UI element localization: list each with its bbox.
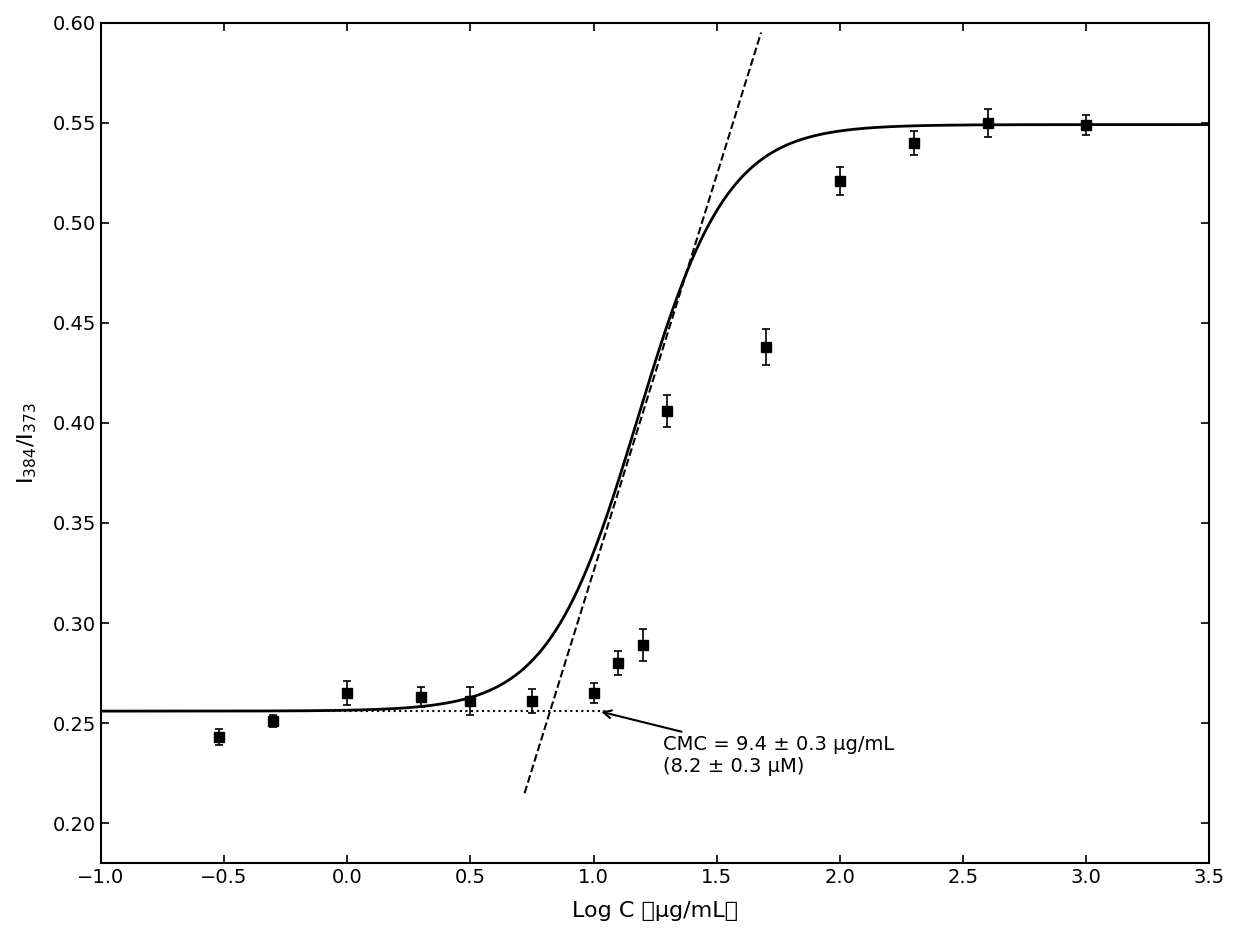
- Text: CMC = 9.4 ± 0.3 μg/mL
(8.2 ± 0.3 μM): CMC = 9.4 ± 0.3 μg/mL (8.2 ± 0.3 μM): [604, 710, 894, 776]
- X-axis label: Log C （μg/mL）: Log C （μg/mL）: [572, 901, 738, 921]
- Y-axis label: $\mathregular{I_{384}/I_{373}}$: $\mathregular{I_{384}/I_{373}}$: [15, 402, 38, 484]
